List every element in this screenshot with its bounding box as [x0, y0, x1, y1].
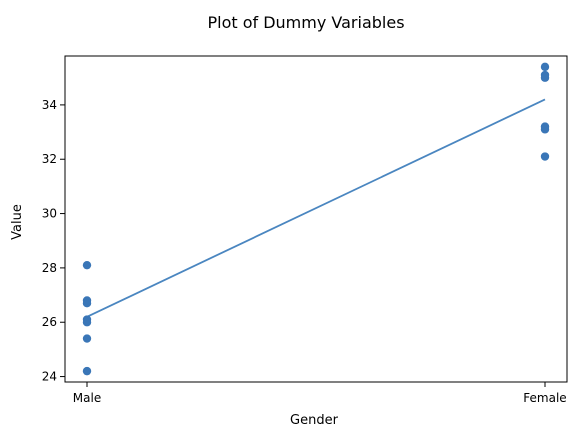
data-point-female: [540, 125, 550, 134]
y-tick-label: 24: [42, 370, 57, 384]
y-tick-label: 28: [42, 261, 57, 275]
data-point-male: [82, 299, 92, 308]
y-tick-label: 26: [42, 315, 57, 329]
data-point-male: [82, 334, 92, 343]
plot-area: [64, 55, 568, 383]
data-point-male: [82, 366, 92, 376]
x-axis-label: Gender: [290, 413, 339, 428]
data-point-female: [540, 73, 550, 82]
x-tick-label-female: Female: [523, 391, 566, 405]
y-axis-label: Value: [10, 204, 25, 240]
data-point-female: [540, 62, 550, 72]
data-point-male: [82, 260, 92, 270]
x-tick-label-male: Male: [73, 391, 101, 405]
fit-line: [86, 98, 546, 318]
chart-title: Plot of Dummy Variables: [207, 13, 404, 32]
y-tick-label: 30: [42, 207, 57, 221]
data-point-female: [540, 152, 550, 161]
data-point-male: [82, 318, 92, 327]
y-tick-label: 34: [42, 98, 57, 112]
y-tick-label: 32: [42, 152, 57, 166]
